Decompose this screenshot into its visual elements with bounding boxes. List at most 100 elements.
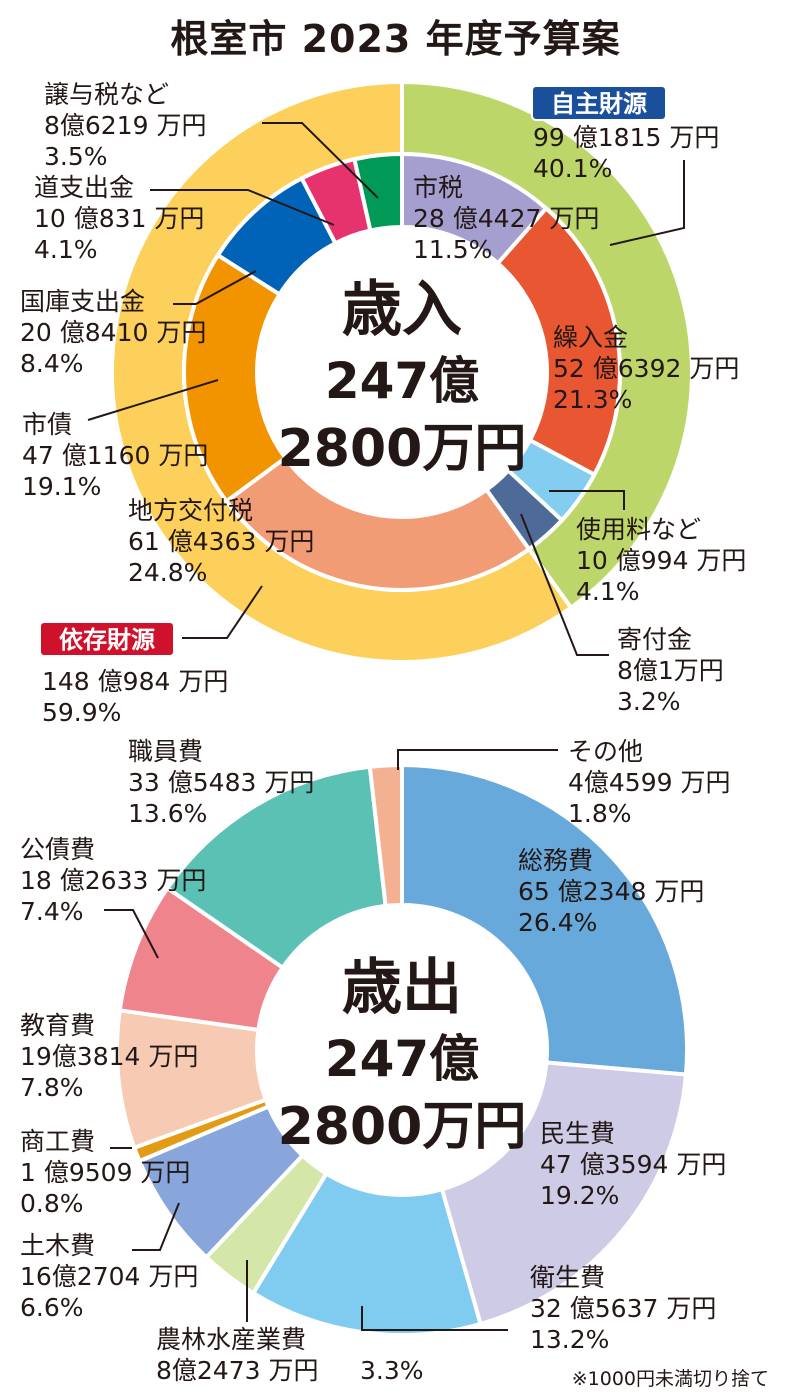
revenue-label-shizei-percent: 11.5% [413,235,492,264]
expense-label-kyoiku-label: 教育費 [20,1011,95,1040]
revenue-leader-kifukin [520,513,609,656]
revenue-label-shiyoryo-amount: 10 億994 万円 [576,546,746,575]
badge-dependent-source-box [39,621,175,657]
revenue-center: 歳入 247億 2800万円 [278,275,527,479]
expense-label-kosai-label: 公債費 [20,835,95,864]
revenue-label-doshishutsu-percent: 4.1% [34,235,98,264]
expense-label-kosai-percent: 7.4% [20,897,84,926]
expense-center: 歳出 247億 2800万円 [278,953,527,1157]
revenue-label-shisai-amount: 47 億1160 万円 [22,441,208,470]
footnote: ※1000円未満切り捨て [571,1368,769,1390]
badge-own-source: 自主財源 [531,85,667,121]
expense-label-norin-amount: 8億2473 万円 [156,1356,318,1385]
revenue-label-kifukin-percent: 3.2% [617,687,681,716]
badge-own-source-text: 自主財源 [551,90,647,118]
badge-own-source-box [531,85,667,121]
expense-label-shoko-label: 商工費 [20,1127,95,1156]
expense-label-shokuin-amount: 33 億5483 万円 [128,768,314,797]
revenue-label-shisai-label: 市債 [22,410,72,439]
revenue-label-shiyoryo-label: 使用料など [576,515,701,544]
revenue-label-own-amount: 99 億1815 万円 [533,123,719,152]
expense-label-kyoiku-percent: 7.8% [20,1073,84,1102]
revenue-label-kifukin-label: 寄付金 [617,625,692,654]
revenue-label-kokko-amount: 20 億8410 万円 [20,318,206,347]
expense-label-shokuin-label: 職員費 [128,737,203,766]
expense-leader-eisei [361,1306,508,1331]
expense-label-sonota-label: その他 [568,737,643,766]
expense-leader-kosai [104,909,159,959]
expense-label-norin-percent-inline: 3.3% [360,1356,424,1385]
expense-label-minsei-percent: 19.2% [540,1181,619,1210]
revenue-label-kofuzei-amount: 61 億4363 万円 [128,527,314,556]
expense-slice-9 [367,762,404,909]
expense-label-doboku-percent: 6.6% [20,1293,84,1322]
expense-slice-1 [439,1060,689,1327]
expense-label-somu-label: 総務費 [518,846,593,875]
expense-label-minsei-label: 民生費 [540,1119,615,1148]
revenue-center-line2: 247億 [325,352,479,410]
expense-label-kyoiku-amount: 19億3814 万円 [20,1042,198,1071]
revenue-label-dependent-percent: 59.9% [42,698,121,727]
expense-label-kosai-amount: 18 億2633 万円 [20,866,206,895]
revenue-label-doshishutsu-label: 道支出金 [34,173,134,202]
revenue-label-shizei-label: 市税 [413,173,463,202]
revenue-leader-own [609,160,685,246]
revenue-leader-doshishutsu [150,189,335,226]
expense-leader-sonota [397,749,558,770]
revenue-slice-8 [352,151,404,233]
expense-label-norin-label: 農林水産業費 [156,1325,306,1354]
expense-center-line3: 2800万円 [278,1097,527,1157]
revenue-leader-shiyoryo [549,490,625,510]
revenue-leader-shisai [87,379,219,421]
expense-label-eisei-percent: 13.2% [530,1325,609,1354]
expense-leader-doboku [132,1202,180,1251]
revenue-label-kofuzei-label: 地方交付税 [128,496,253,525]
expense-slice-2 [250,1170,484,1337]
expense-label-somu-percent: 26.4% [518,908,597,937]
expense-label-doboku-amount: 16億2704 万円 [20,1262,198,1291]
expense-slice-8 [164,764,388,971]
revenue-label-shizei-amount: 28 億4427 万円 [413,204,599,233]
expense-label-sonota-percent: 1.8% [568,799,632,828]
expense-center-line2: 247億 [325,1030,479,1088]
revenue-label-dependent-amount: 148 億984 万円 [42,667,228,696]
page-title: 根室市 2023 年度予算案 [170,17,621,61]
revenue-label-kifukin-amount: 8億1万円 [617,656,724,685]
revenue-center-line3: 2800万円 [278,419,527,479]
expense-label-shoko-percent: 0.8% [20,1189,84,1218]
badge-dependent-source-text: 依存財源 [59,626,155,654]
expense-label-minsei-amount: 47 億3594 万円 [540,1150,726,1179]
revenue-center-line1: 歳入 [342,275,462,345]
expense-label-somu-amount: 65 億2348 万円 [518,877,704,906]
revenue-leader-kokko [173,270,257,305]
expense-label-shokuin-percent: 13.6% [128,799,207,828]
expense-label-doboku-label: 土木費 [20,1231,95,1260]
revenue-leader-joyozei [262,122,379,199]
expense-label-eisei-amount: 32 億5637 万円 [530,1294,716,1323]
revenue-label-joyozei-label: 譲与税など [44,80,169,109]
revenue-label-kokko-label: 国庫支出金 [20,287,145,316]
revenue-label-own-percent: 40.1% [533,154,612,183]
badge-dependent-source: 依存財源 [39,621,175,657]
revenue-label-kofuzei-percent: 24.8% [128,558,207,587]
expense-slice-0 [400,762,689,1077]
expense-label-shoko-amount: 1 億9509 万円 [20,1158,190,1187]
